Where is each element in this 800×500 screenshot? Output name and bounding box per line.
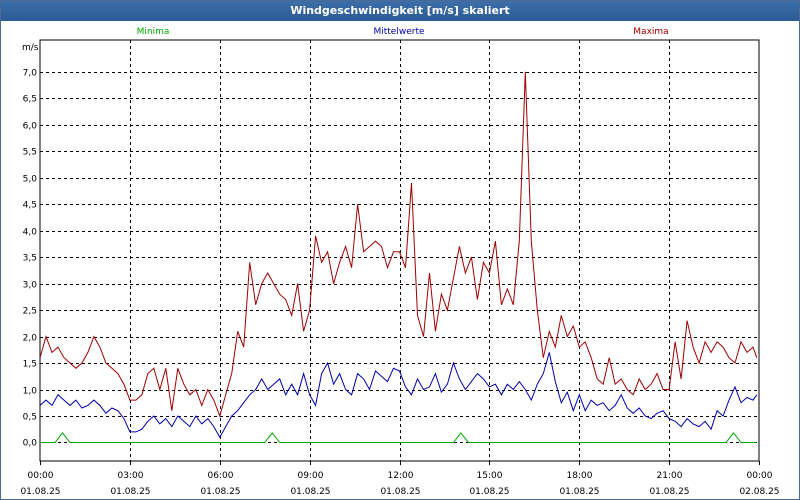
x-tick-date-label: 01.08.25 [290,487,330,497]
series-line-minima [40,432,756,443]
y-tick-label: 6,0 [23,122,38,132]
legend-maxima: Maxima [633,27,668,37]
x-tick-date-label: 01.08.25 [200,487,240,497]
y-tick-label: 0,0 [23,439,38,449]
x-tick-date-label: 02.08.25 [739,487,779,497]
x-tick-time-label: 03:00 [118,471,144,481]
y-tick-label: 2,0 [23,334,38,344]
y-tick-label: 5,5 [23,148,37,158]
y-tick-label: 7,0 [23,69,38,79]
y-tick-label: 1,0 [23,387,38,397]
series-line-maxima [39,71,758,418]
y-tick-label: 3,5 [23,254,37,264]
y-axis-unit: m/s [22,43,39,53]
y-tick-label: 5,0 [23,175,38,185]
x-tick-date-label: 01.08.25 [469,487,509,497]
x-tick-date-label: 01.08.25 [559,487,599,497]
x-tick-time-label: 06:00 [208,471,234,481]
x-tick-date-label: 01.08.25 [110,487,150,497]
x-tick-date-label: 01.08.25 [20,487,60,497]
window-title: Windgeschwindigkeit [m/s] skaliert [1,1,799,21]
x-tick-time-label: 21:00 [657,471,683,481]
y-tick-label: 0,5 [23,413,37,423]
y-tick-label: 2,5 [23,307,37,317]
series-line-mittelwerte [39,352,758,439]
plot-frame [39,39,760,462]
y-tick-label: 4,0 [23,228,38,238]
x-tick-date-label: 01.08.25 [380,487,420,497]
x-tick-time-label: 00:00 [747,471,773,481]
y-tick-label: 4,5 [23,201,37,211]
y-tick-label: 1,5 [23,360,37,370]
x-tick-time-label: 09:00 [298,471,324,481]
legend-minima: Minima [137,27,170,37]
legend-mittelwerte: Mittelwerte [373,27,424,37]
x-tick-time-label: 00:00 [28,471,54,481]
y-tick-label: 6,5 [23,95,37,105]
x-tick-date-label: 01.08.25 [649,487,689,497]
x-tick-time-label: 18:00 [567,471,593,481]
y-tick-label: 3,0 [23,281,38,291]
x-tick-time-label: 12:00 [388,471,414,481]
x-tick-time-label: 15:00 [477,471,503,481]
